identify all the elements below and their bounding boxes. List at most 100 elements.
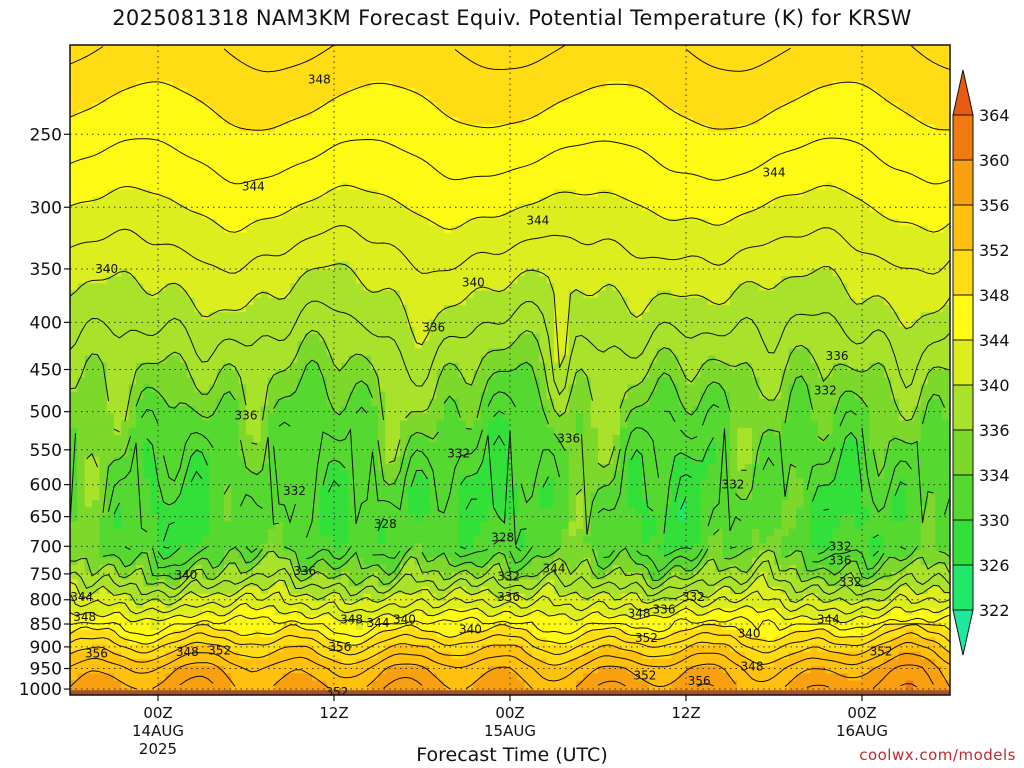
field-cell [385, 341, 394, 349]
field-cell [136, 348, 144, 357]
field-cell [136, 485, 144, 494]
field-cell [436, 268, 445, 277]
field-cell [84, 471, 93, 479]
field-cell [319, 326, 328, 335]
field-cell [260, 492, 269, 501]
field-cell [224, 348, 232, 357]
field-cell [392, 370, 401, 378]
field-cell [436, 52, 445, 61]
field-cell [209, 102, 218, 111]
field-cell [106, 189, 115, 198]
field-cell [268, 427, 276, 436]
field-cell [312, 586, 320, 595]
field-cell [187, 254, 196, 263]
field-cell [392, 651, 401, 660]
field-cell [92, 565, 100, 573]
field-cell [121, 565, 130, 573]
field-cell [436, 297, 445, 306]
field-cell [282, 565, 291, 573]
field-cell [194, 550, 203, 559]
field-cell [356, 52, 364, 61]
field-cell [143, 290, 152, 299]
field-cell [70, 276, 78, 284]
field-cell [216, 117, 225, 126]
field-cell [209, 442, 218, 451]
field-cell [341, 276, 350, 284]
field-cell [304, 240, 313, 248]
field-cell [180, 211, 188, 219]
field-cell [268, 95, 276, 104]
field-cell [165, 586, 174, 595]
field-cell [92, 406, 100, 414]
field-cell [253, 658, 262, 667]
field-cell [187, 117, 196, 126]
field-cell [121, 203, 130, 212]
field-cell [187, 680, 196, 689]
field-cell [290, 528, 298, 537]
field-cell [422, 377, 430, 386]
field-cell [451, 73, 460, 82]
field-cell [429, 463, 438, 472]
field-cell [246, 196, 254, 205]
field-cell [92, 333, 100, 342]
field-cell [158, 586, 166, 595]
field-cell [334, 73, 342, 82]
field-cell [282, 579, 291, 588]
field-cell [194, 297, 203, 306]
field-cell [121, 630, 130, 638]
field-cell [473, 146, 482, 154]
field-cell [370, 615, 379, 624]
field-cell [268, 218, 276, 227]
field-cell [84, 651, 93, 660]
field-cell [363, 406, 372, 414]
field-cell [216, 680, 225, 689]
field-cell [114, 254, 122, 263]
field-cell [246, 341, 254, 349]
field-cell [202, 463, 210, 472]
field-cell [150, 391, 159, 400]
field-cell [356, 203, 364, 212]
field-cell [363, 160, 372, 169]
field-cell [458, 232, 467, 241]
field-cell [466, 254, 474, 263]
field-cell [150, 203, 159, 212]
field-cell [260, 167, 269, 176]
field-cell [363, 651, 372, 660]
field-cell [136, 290, 144, 299]
field-cell [268, 81, 276, 89]
field-cell [400, 593, 408, 602]
field-cell [106, 362, 115, 371]
field-cell [136, 521, 144, 530]
field-cell [194, 59, 203, 68]
field-cell [451, 110, 460, 118]
field-cell [268, 593, 276, 602]
field-cell [297, 254, 306, 263]
field-cell [128, 370, 137, 378]
field-cell [334, 196, 342, 205]
field-cell [172, 651, 181, 660]
field-cell [224, 521, 232, 530]
field-cell [187, 391, 196, 400]
field-cell [268, 117, 276, 126]
field-cell [187, 240, 196, 248]
field-cell [304, 160, 313, 169]
field-cell [378, 52, 386, 61]
field-cell [290, 167, 298, 176]
field-cell [378, 471, 386, 479]
field-cell [136, 615, 144, 624]
field-cell [407, 514, 416, 523]
field-cell [209, 463, 218, 472]
field-cell [363, 601, 372, 609]
field-cell [268, 268, 276, 277]
field-cell [290, 153, 298, 162]
field-cell [194, 637, 203, 646]
field-cell [128, 550, 137, 559]
field-cell [224, 406, 232, 414]
field-cell [180, 435, 188, 443]
field-cell [429, 413, 438, 422]
field-cell [253, 131, 262, 140]
field-cell [114, 283, 122, 292]
field-cell [253, 593, 262, 602]
field-cell [407, 211, 416, 219]
field-cell [400, 658, 408, 667]
